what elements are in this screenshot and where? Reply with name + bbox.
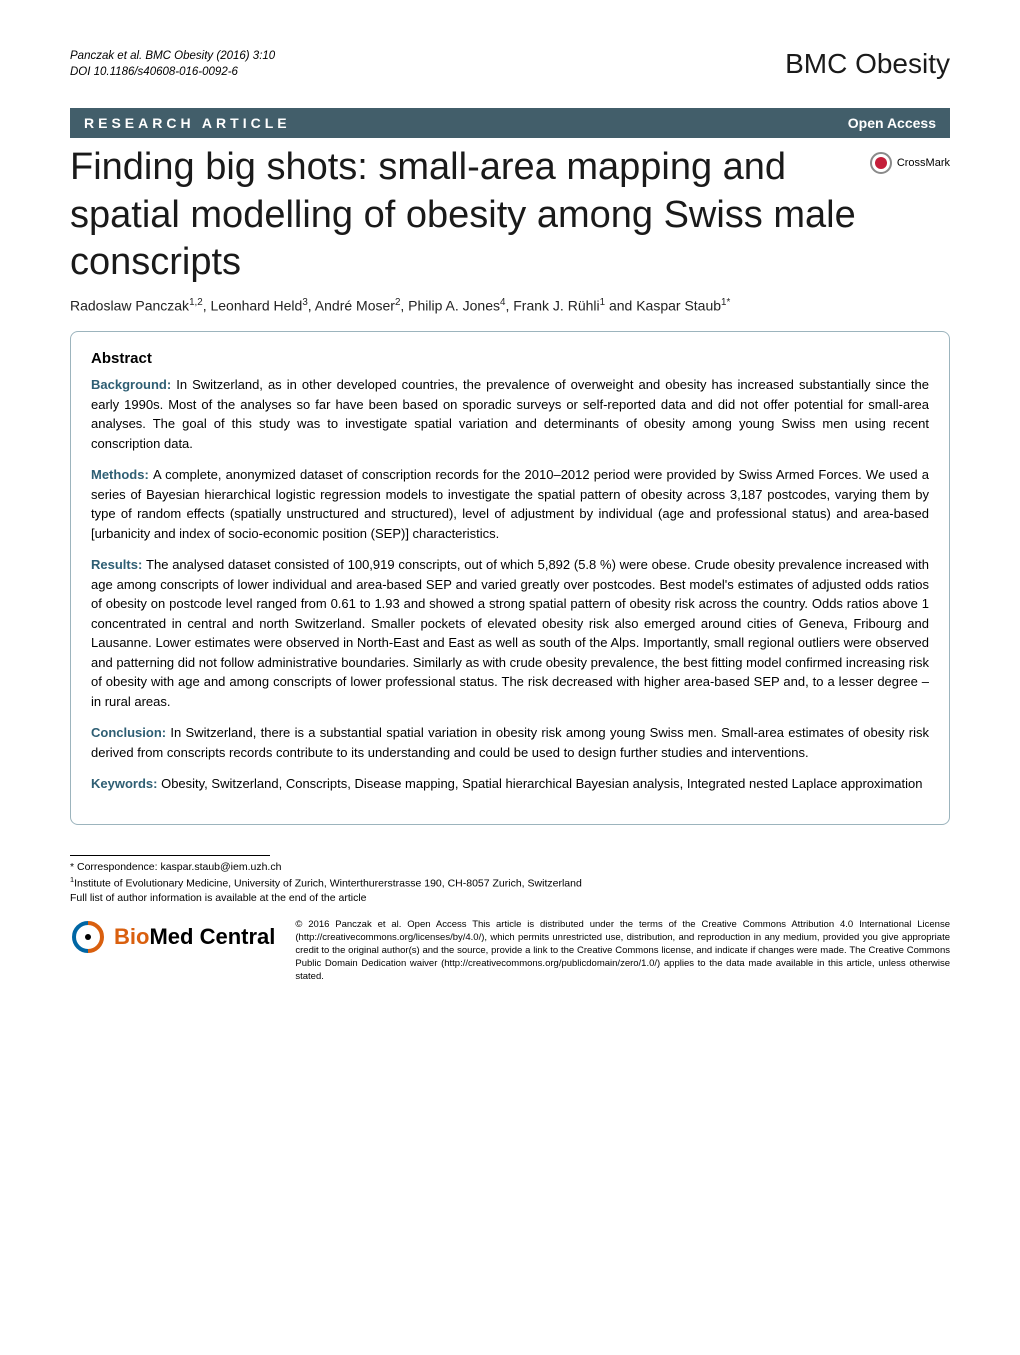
correspondence-block: * Correspondence: kaspar.staub@iem.uzh.c…: [70, 860, 950, 906]
logo-med: Med: [149, 924, 193, 949]
biomed-central-icon: [70, 919, 106, 955]
correspondence-affiliation: 1Institute of Evolutionary Medicine, Uni…: [70, 875, 950, 891]
open-access-label: Open Access: [848, 115, 936, 131]
license-text: © 2016 Panczak et al. Open Access This a…: [295, 919, 950, 983]
abstract-heading: Abstract: [91, 350, 929, 367]
abstract-section-text: In Switzerland, there is a substantial s…: [91, 725, 929, 760]
article-type-label: RESEARCH ARTICLE: [84, 115, 291, 131]
abstract-section: Results: The analysed dataset consisted …: [91, 555, 929, 711]
logo-central: Central: [193, 924, 275, 949]
abstract-section: Background: In Switzerland, as in other …: [91, 375, 929, 453]
abstract-section: Keywords: Obesity, Switzerland, Conscrip…: [91, 774, 929, 794]
abstract-section-label: Conclusion:: [91, 725, 170, 740]
logo-text: BioMed Central: [114, 924, 275, 950]
correspondence-email: * Correspondence: kaspar.staub@iem.uzh.c…: [70, 860, 950, 875]
abstract-section-text: Obesity, Switzerland, Conscripts, Diseas…: [161, 776, 922, 791]
journal-logo: BMC Obesity: [785, 48, 950, 80]
article-title: Finding big shots: small-area mapping an…: [70, 144, 858, 287]
abstract-sections: Background: In Switzerland, as in other …: [91, 375, 929, 794]
abstract-box: Abstract Background: In Switzerland, as …: [70, 331, 950, 825]
author-list: Radoslaw Panczak1,2, Leonhard Held3, And…: [70, 297, 950, 314]
abstract-section: Methods: A complete, anonymized dataset …: [91, 465, 929, 543]
abstract-section-label: Methods:: [91, 467, 153, 482]
abstract-section-label: Results:: [91, 557, 146, 572]
abstract-section-label: Keywords:: [91, 776, 161, 791]
crossmark-badge[interactable]: CrossMark: [870, 152, 950, 174]
citation-line1: Panczak et al. BMC Obesity (2016) 3:10: [70, 48, 275, 64]
abstract-section-text: The analysed dataset consisted of 100,91…: [91, 557, 929, 709]
abstract-section-text: In Switzerland, as in other developed co…: [91, 377, 929, 451]
correspondence-note: Full list of author information is avail…: [70, 891, 950, 906]
abstract-section-label: Background:: [91, 377, 176, 392]
biomed-central-logo: BioMed Central: [70, 919, 275, 955]
page-container: Panczak et al. BMC Obesity (2016) 3:10 D…: [0, 0, 1020, 1023]
header-row: Panczak et al. BMC Obesity (2016) 3:10 D…: [70, 48, 950, 80]
logo-bio: Bio: [114, 924, 149, 949]
abstract-section: Conclusion: In Switzerland, there is a s…: [91, 723, 929, 762]
citation-block: Panczak et al. BMC Obesity (2016) 3:10 D…: [70, 48, 275, 80]
footer-row: BioMed Central © 2016 Panczak et al. Ope…: [70, 919, 950, 983]
title-row: Finding big shots: small-area mapping an…: [70, 144, 950, 297]
crossmark-label: CrossMark: [897, 157, 950, 169]
crossmark-icon: [870, 152, 892, 174]
footer-divider: [70, 855, 270, 856]
abstract-section-text: A complete, anonymized dataset of conscr…: [91, 467, 929, 541]
citation-line2: DOI 10.1186/s40608-016-0092-6: [70, 64, 275, 80]
article-type-bar: RESEARCH ARTICLE Open Access: [70, 108, 950, 138]
